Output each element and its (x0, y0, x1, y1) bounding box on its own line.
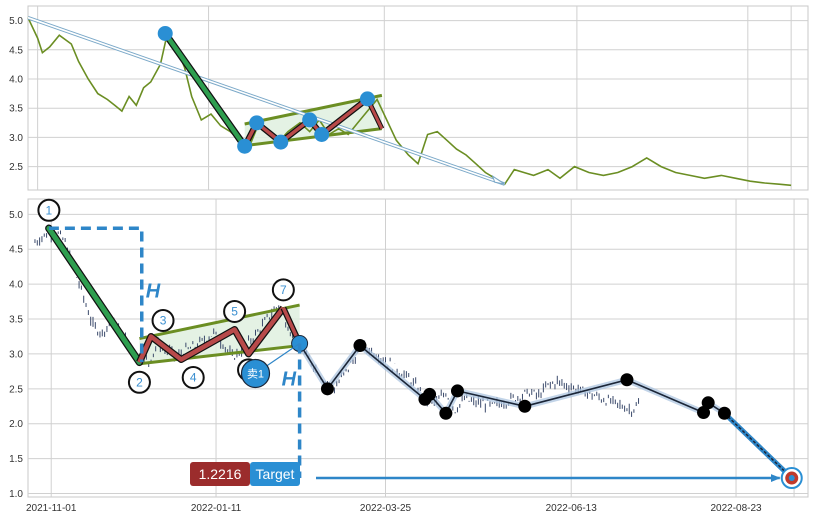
pattern-y-tick-label: 3.0 (9, 349, 23, 360)
overview-wave-point (302, 112, 318, 128)
forecast-final-leg-dash (723, 412, 793, 479)
overview-panel: 2.5 3.0 3.5 4.0 4.5 5.0 (9, 5, 809, 191)
sell-marker-label: 卖1 (247, 367, 264, 380)
wave-label-circle (181, 366, 205, 390)
overview-wave-point (359, 91, 375, 107)
pattern-panel: 1.01.52.02.53.03.54.04.55.0 2021-11-01 20… (9, 198, 809, 514)
overview-trend-line-inner (27, 16, 505, 185)
forecast-point (439, 406, 453, 420)
overview-y-tick-label: 5.0 (9, 16, 23, 27)
pattern-y-tick-label: 4.0 (9, 280, 23, 291)
pattern-grid (28, 199, 808, 497)
forecast-point (450, 384, 464, 398)
target-price-label: 1.2216 (199, 466, 242, 482)
pattern-x-axis: 2021-11-01 2022-01-11 2022-03-25 2022-06-13… (26, 503, 762, 514)
wave-label: 5 (231, 305, 238, 319)
overview-y-tick-label: 4.5 (9, 45, 23, 56)
forecast-point (518, 399, 532, 413)
forecast-point (717, 406, 731, 420)
height-label-1: H (146, 280, 161, 302)
pattern-channel-upper-line (139, 303, 300, 341)
pattern-x-tick-label: 2022-03-25 (360, 503, 412, 514)
sell-marker (240, 358, 271, 389)
overview-wave-point (157, 25, 173, 41)
overview-trend-arrowhead (491, 174, 505, 185)
target-label-box (250, 462, 300, 486)
pattern-y-tick-label: 2.5 (9, 384, 23, 395)
overview-y-axis: 2.5 3.0 3.5 4.0 4.5 5.0 (9, 16, 23, 173)
wave-label-circle (127, 370, 151, 394)
height-marker-1 (48, 226, 144, 363)
overview-y-tick-label: 4.0 (9, 75, 23, 86)
pattern-x-tick-label: 2022-08-23 (710, 503, 762, 514)
overview-plot-area (27, 5, 809, 191)
target-badge: 1.2216 Target (190, 462, 300, 486)
pattern-wave-lines (45, 224, 303, 367)
overview-price-line (27, 17, 792, 187)
overview-grid (28, 6, 808, 190)
wave-label: 4 (190, 371, 197, 385)
wave-label: 3 (160, 313, 167, 327)
pattern-x-tick-label: 2022-01-11 (191, 503, 242, 514)
wave-label-circle (271, 278, 295, 302)
overview-y-tick-label: 3.5 (9, 104, 23, 115)
wave-label: 1 (46, 203, 53, 217)
target-point-core (788, 475, 795, 482)
overview-wave-green (162, 31, 247, 149)
forecast-point (353, 339, 367, 353)
overview-y-tick-label: 3.0 (9, 133, 23, 144)
wave-label-circle (37, 198, 61, 222)
pattern-y-tick-label: 2.0 (9, 419, 23, 430)
overview-wave-point (249, 115, 265, 131)
overview-y-tick-label: 2.5 (9, 162, 23, 173)
wave-label-circle (223, 300, 247, 324)
pattern-y-tick-label: 1.5 (9, 454, 23, 465)
pattern-x-tick-label: 2022-06-13 (546, 503, 598, 514)
wave-label-circle (151, 308, 175, 332)
forecast-point (697, 406, 711, 420)
overview-wave-points (157, 25, 375, 154)
forecast-point (423, 387, 437, 401)
wave-red (137, 306, 286, 364)
pattern-y-tick-label: 1.0 (9, 489, 23, 500)
forecast-point (701, 396, 715, 410)
wave-label: 2 (136, 375, 143, 389)
forecast-point (620, 373, 634, 387)
overview-channel-upper-line (244, 93, 383, 126)
overview-wave-point (273, 134, 289, 150)
overview-trend-arrow (27, 16, 506, 186)
pattern-channel-lower-line (139, 344, 300, 366)
height-markers: HH (48, 226, 302, 479)
pattern-y-tick-label: 5.0 (9, 210, 23, 221)
pattern-y-axis: 1.0 1.5 2.0 2.5 3.0 3.5 4.0 4.5 5.0 (9, 210, 23, 500)
wave-point-labels: 1234567卖1 (37, 198, 300, 394)
pattern-x-tick-label: 2021-11-01 (26, 503, 77, 514)
pattern-y-tick-label: 4.5 (9, 245, 23, 256)
overview-wave-point (237, 138, 253, 154)
target-price-box (190, 462, 250, 486)
overview-wave-point (314, 127, 330, 143)
wave-green (46, 225, 142, 365)
pattern-y-tick-label: 3.5 (9, 315, 23, 326)
target-label: Target (256, 466, 295, 482)
forecast-point (320, 382, 334, 396)
height-label-2: H (282, 368, 297, 390)
forecast-path (291, 334, 803, 490)
wave-label: 7 (280, 283, 287, 297)
